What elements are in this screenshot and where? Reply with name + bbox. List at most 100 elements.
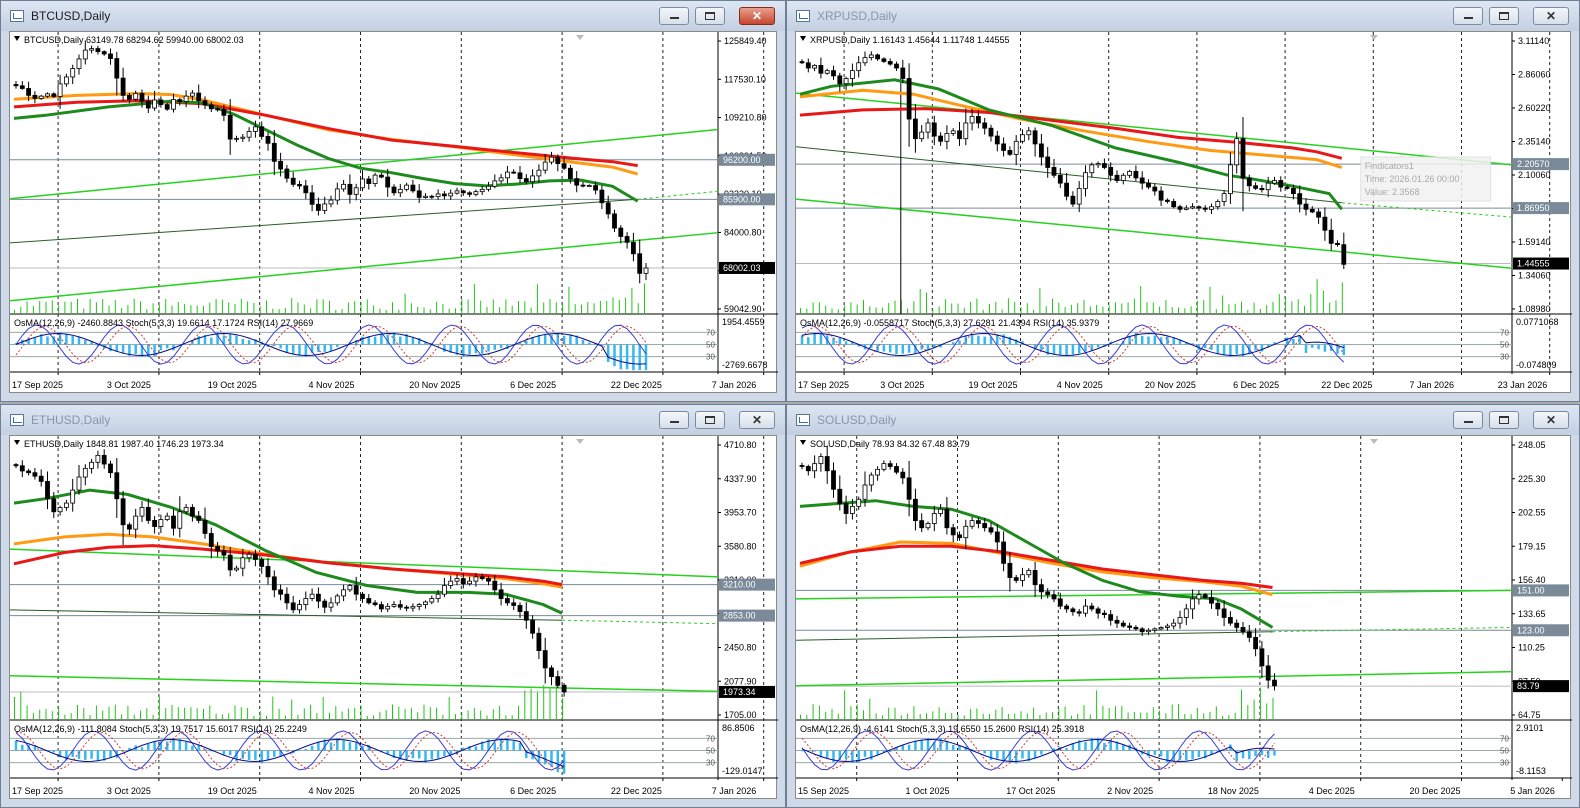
candle[interactable] xyxy=(1001,541,1007,564)
candle[interactable] xyxy=(189,92,195,97)
candle[interactable] xyxy=(1057,174,1063,184)
candle[interactable] xyxy=(114,472,120,500)
candle[interactable] xyxy=(234,137,239,140)
candle[interactable] xyxy=(114,58,120,79)
candle[interactable] xyxy=(397,604,403,608)
candle[interactable] xyxy=(290,602,296,611)
candle[interactable] xyxy=(309,593,315,599)
candle[interactable] xyxy=(831,70,836,77)
candle[interactable] xyxy=(448,192,454,197)
candle[interactable] xyxy=(1038,143,1044,158)
candle[interactable] xyxy=(95,48,101,53)
candle[interactable] xyxy=(593,185,598,191)
candle[interactable] xyxy=(227,554,233,571)
candle[interactable] xyxy=(1095,608,1101,614)
candle[interactable] xyxy=(70,68,76,78)
candle[interactable] xyxy=(108,53,113,59)
candle[interactable] xyxy=(1177,617,1183,624)
candle[interactable] xyxy=(1114,174,1120,181)
candle[interactable] xyxy=(183,507,189,513)
candle[interactable] xyxy=(881,58,887,62)
candle[interactable] xyxy=(1171,622,1177,627)
candle[interactable] xyxy=(177,99,183,102)
candle[interactable] xyxy=(931,513,937,524)
candle[interactable] xyxy=(164,104,170,110)
candle[interactable] xyxy=(252,126,258,132)
trendline[interactable] xyxy=(793,92,1513,166)
close-button[interactable]: ✕ xyxy=(1533,7,1569,25)
trendline[interactable] xyxy=(793,198,1513,269)
candle[interactable] xyxy=(227,114,233,140)
candle[interactable] xyxy=(284,168,290,179)
maximize-button[interactable] xyxy=(1489,7,1519,25)
candle[interactable] xyxy=(297,604,302,611)
candle[interactable] xyxy=(82,49,88,60)
candle[interactable] xyxy=(64,76,69,85)
candle[interactable] xyxy=(441,193,447,197)
candle[interactable] xyxy=(1064,605,1070,610)
price-chart-sol[interactable]: SOLUSD,Daily 78.93 84.32 67.48 83.79 248.… xyxy=(793,436,1572,800)
candle[interactable] xyxy=(1303,203,1309,210)
candle[interactable] xyxy=(1265,665,1271,681)
candle[interactable] xyxy=(913,498,918,522)
candle[interactable] xyxy=(498,589,504,599)
candle[interactable] xyxy=(479,576,485,579)
candle[interactable] xyxy=(139,507,145,517)
candle[interactable] xyxy=(215,108,221,111)
candle[interactable] xyxy=(881,463,887,470)
candle[interactable] xyxy=(1083,605,1088,614)
candle[interactable] xyxy=(429,195,435,198)
candle[interactable] xyxy=(643,267,649,274)
candle[interactable] xyxy=(511,171,517,174)
candle[interactable] xyxy=(1152,628,1158,631)
candle[interactable] xyxy=(1101,612,1107,616)
candle[interactable] xyxy=(599,189,605,204)
candle[interactable] xyxy=(202,520,208,534)
candle[interactable] xyxy=(1045,591,1051,596)
candle[interactable] xyxy=(177,511,183,529)
candle[interactable] xyxy=(1133,170,1139,179)
candle[interactable] xyxy=(423,601,428,605)
candle[interactable] xyxy=(1032,570,1038,586)
candle[interactable] xyxy=(1013,577,1019,581)
candle[interactable] xyxy=(1146,182,1151,188)
candle[interactable] xyxy=(441,585,447,595)
candle[interactable] xyxy=(32,472,38,477)
candle[interactable] xyxy=(334,595,340,604)
candle[interactable] xyxy=(1070,195,1076,205)
candle[interactable] xyxy=(944,508,950,529)
candle[interactable] xyxy=(1190,206,1196,209)
candle[interactable] xyxy=(1164,199,1170,202)
candle[interactable] xyxy=(45,480,50,500)
candle[interactable] xyxy=(843,503,849,514)
candle[interactable] xyxy=(975,116,981,124)
candle[interactable] xyxy=(315,203,321,211)
candle[interactable] xyxy=(963,122,969,140)
candle[interactable] xyxy=(1120,174,1126,181)
candle[interactable] xyxy=(208,533,214,547)
candle[interactable] xyxy=(435,193,441,198)
candle[interactable] xyxy=(824,70,830,74)
candle[interactable] xyxy=(158,99,164,105)
candle[interactable] xyxy=(517,172,523,180)
candle[interactable] xyxy=(1322,216,1328,231)
candle[interactable] xyxy=(202,100,208,106)
candle[interactable] xyxy=(460,578,466,585)
candle[interactable] xyxy=(120,498,126,526)
candle[interactable] xyxy=(1227,164,1233,195)
candle[interactable] xyxy=(894,63,899,69)
trendline[interactable] xyxy=(7,609,563,621)
candle[interactable] xyxy=(1076,187,1082,205)
candle[interactable] xyxy=(309,192,315,205)
candle[interactable] xyxy=(391,604,397,607)
candle[interactable] xyxy=(498,177,504,182)
candle[interactable] xyxy=(938,135,944,142)
collapse-triangle-icon[interactable] xyxy=(14,36,20,41)
candle[interactable] xyxy=(906,477,912,500)
candle[interactable] xyxy=(1095,163,1101,166)
candle[interactable] xyxy=(1209,597,1214,604)
collapse-triangle-icon[interactable] xyxy=(14,440,20,445)
minimize-button[interactable] xyxy=(659,7,689,25)
candle[interactable] xyxy=(637,253,643,274)
candle[interactable] xyxy=(19,85,25,89)
